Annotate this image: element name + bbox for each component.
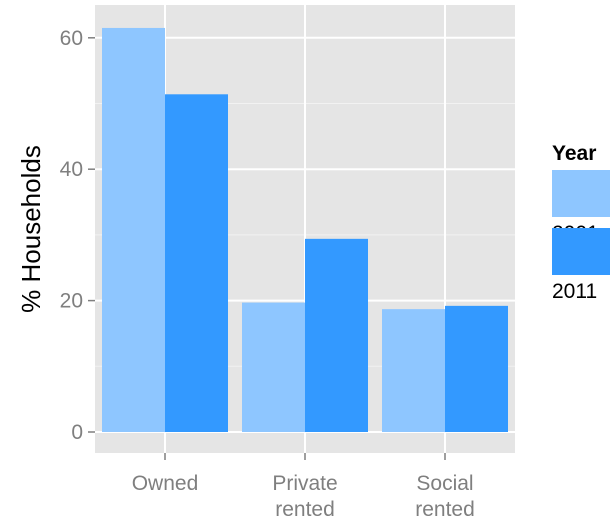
y-tick-label: 60 <box>60 27 83 50</box>
y-tick-label: 20 <box>60 290 83 313</box>
y-axis: 0 20 40 60 <box>60 27 95 444</box>
bars <box>102 27 508 432</box>
legend-swatch-2011 <box>552 228 610 275</box>
x-tick-label: Owned <box>132 472 199 495</box>
legend-label-2011: 2011 <box>552 280 597 303</box>
x-tick-label: Social rented <box>415 472 475 521</box>
bar-2011 <box>305 238 368 432</box>
y-tick-label: 40 <box>60 158 83 181</box>
bar-2001 <box>382 309 445 432</box>
bar-2011 <box>165 94 228 432</box>
y-axis-title: % Households <box>16 145 46 313</box>
bar-2001 <box>102 27 165 432</box>
legend: Year 20012011 <box>552 142 610 303</box>
legend-swatch-2001 <box>552 170 610 217</box>
legend-title: Year <box>552 142 596 165</box>
x-axis: Owned Private rented Social rented <box>132 453 475 521</box>
bar-2001 <box>242 302 305 432</box>
y-tick-label: 0 <box>71 421 83 444</box>
bar-2011 <box>445 305 508 432</box>
x-tick-label: Private rented <box>272 472 337 521</box>
